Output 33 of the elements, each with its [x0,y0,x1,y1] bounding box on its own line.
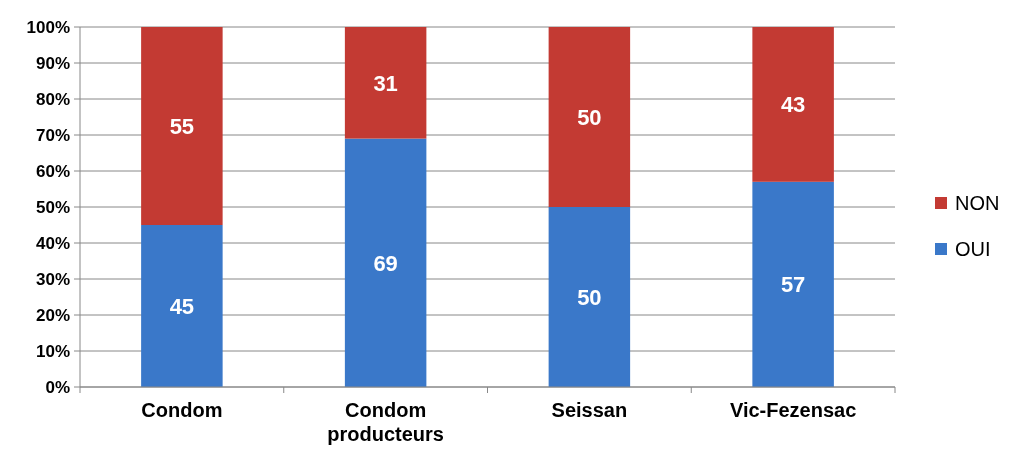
data-label: 31 [373,70,398,96]
bar [752,27,834,182]
bar [141,225,223,387]
data-label: 69 [373,250,398,276]
x-tick-label: Vic-Fezensac [729,399,857,421]
bar [548,207,631,387]
data-label: 50 [577,104,602,130]
x-tick-label: Condom [141,399,223,421]
x-tick-label: Seissan [551,399,628,421]
data-label: 43 [780,92,806,118]
y-tick-label: 0% [45,377,70,397]
x-tick-label: Condom producteurs [327,399,444,445]
y-tick-label: 40% [35,233,70,253]
y-tick-label: 70% [35,125,70,145]
y-tick-label: 80% [35,89,70,109]
data-label: 45 [169,293,195,319]
data-label: 57 [780,272,806,298]
bar [344,27,427,139]
y-tick-label: 60% [35,161,70,181]
legend-label: OUI [955,238,991,260]
bar [344,138,427,387]
bar [141,27,223,225]
bar [548,27,631,207]
y-tick-label: 20% [35,305,70,325]
y-tick-label: 100% [26,17,70,37]
data-label: 50 [577,284,602,310]
legend-label: NON [955,192,1000,214]
bar [752,181,834,387]
y-tick-label: 10% [35,341,70,361]
y-tick-label: 90% [35,53,70,73]
y-tick-label: 30% [35,269,70,289]
data-label: 55 [169,113,195,139]
y-tick-label: 50% [35,197,70,217]
